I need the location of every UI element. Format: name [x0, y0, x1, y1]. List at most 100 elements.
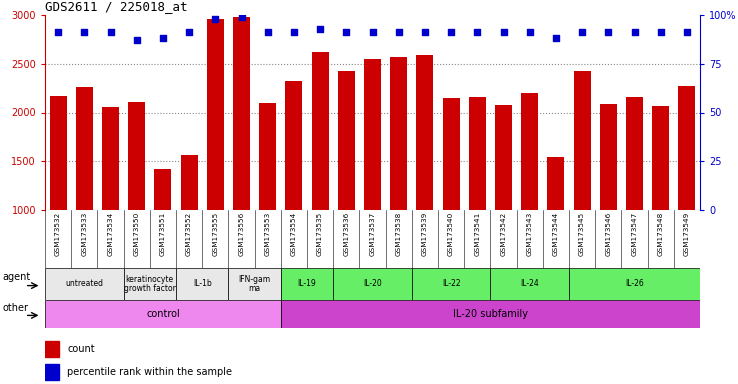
Bar	[495, 105, 512, 210]
Text: GSM173554: GSM173554	[291, 212, 297, 256]
Bar	[102, 107, 119, 210]
Bar	[678, 86, 695, 210]
Point	[524, 28, 536, 35]
Text: GSM173545: GSM173545	[579, 212, 585, 256]
Text: keratinocyte
growth factor: keratinocyte growth factor	[124, 275, 176, 293]
Text: percentile rank within the sample: percentile rank within the sample	[67, 367, 232, 377]
Text: GSM173547: GSM173547	[632, 212, 638, 256]
Point	[655, 28, 666, 35]
Text: GSM173533: GSM173533	[81, 212, 87, 256]
Text: GSM173544: GSM173544	[553, 212, 559, 256]
Text: GSM173535: GSM173535	[317, 212, 323, 256]
Bar	[228, 268, 280, 300]
Bar	[600, 104, 617, 210]
Point	[681, 28, 693, 35]
Bar	[390, 57, 407, 210]
Bar	[259, 103, 276, 210]
Text: other: other	[2, 303, 28, 313]
Point	[105, 28, 117, 35]
Text: GSM173540: GSM173540	[448, 212, 454, 256]
Text: GSM173543: GSM173543	[527, 212, 533, 256]
Point	[340, 28, 352, 35]
Bar	[338, 71, 355, 210]
Point	[52, 28, 64, 35]
Text: GSM173541: GSM173541	[475, 212, 480, 256]
Text: GDS2611 / 225018_at: GDS2611 / 225018_at	[45, 0, 187, 13]
Bar	[416, 55, 433, 210]
Point	[314, 26, 326, 32]
Text: GSM173550: GSM173550	[134, 212, 139, 256]
Text: GSM173538: GSM173538	[396, 212, 401, 256]
Text: IL-20: IL-20	[363, 280, 382, 288]
Point	[497, 28, 509, 35]
Bar	[548, 157, 565, 210]
Text: untreated: untreated	[65, 280, 103, 288]
Point	[78, 28, 90, 35]
Bar	[176, 268, 228, 300]
Text: GSM173532: GSM173532	[55, 212, 61, 256]
Text: IL-1b: IL-1b	[193, 280, 212, 288]
Text: IL-20 subfamily: IL-20 subfamily	[453, 309, 528, 319]
Bar	[280, 300, 700, 328]
Point	[419, 28, 431, 35]
Bar	[443, 98, 460, 210]
Bar	[569, 268, 700, 300]
Text: GSM173539: GSM173539	[422, 212, 428, 256]
Text: GSM173555: GSM173555	[213, 212, 218, 256]
Point	[445, 28, 457, 35]
Text: IFN-gam
ma: IFN-gam ma	[238, 275, 271, 293]
Bar	[154, 169, 171, 210]
Bar	[469, 97, 486, 210]
Bar	[45, 364, 58, 380]
Bar	[45, 300, 280, 328]
Bar	[333, 268, 412, 300]
Bar	[286, 81, 303, 210]
Point	[472, 28, 483, 35]
Text: GSM173542: GSM173542	[500, 212, 506, 256]
Bar	[49, 96, 66, 210]
Point	[183, 28, 195, 35]
Text: GSM173549: GSM173549	[684, 212, 690, 256]
Text: GSM173548: GSM173548	[658, 212, 663, 256]
Bar	[45, 268, 123, 300]
Text: GSM173553: GSM173553	[265, 212, 271, 256]
Point	[550, 35, 562, 41]
Bar	[207, 19, 224, 210]
Bar	[490, 268, 569, 300]
Point	[576, 28, 588, 35]
Text: IL-26: IL-26	[625, 280, 644, 288]
Point	[393, 28, 404, 35]
Point	[235, 14, 247, 20]
Bar	[233, 17, 250, 210]
Bar	[181, 156, 198, 210]
Bar	[626, 97, 643, 210]
Bar	[521, 93, 538, 210]
Point	[262, 28, 274, 35]
Text: IL-22: IL-22	[442, 280, 461, 288]
Bar	[573, 71, 590, 210]
Bar	[76, 87, 93, 210]
Text: GSM173551: GSM173551	[160, 212, 166, 256]
Bar	[652, 106, 669, 210]
Text: count: count	[67, 344, 94, 354]
Text: IL-24: IL-24	[520, 280, 539, 288]
Bar	[280, 268, 333, 300]
Point	[210, 16, 221, 22]
Text: GSM173556: GSM173556	[238, 212, 244, 256]
Bar	[128, 102, 145, 210]
Point	[131, 37, 142, 43]
Text: agent: agent	[2, 272, 30, 282]
Text: GSM173536: GSM173536	[343, 212, 349, 256]
Text: GSM173552: GSM173552	[186, 212, 192, 256]
Point	[629, 28, 641, 35]
Bar	[311, 52, 328, 210]
Point	[367, 28, 379, 35]
Text: IL-19: IL-19	[297, 280, 317, 288]
Bar	[364, 59, 381, 210]
Point	[288, 28, 300, 35]
Text: control: control	[146, 309, 180, 319]
Text: GSM173546: GSM173546	[605, 212, 611, 256]
Text: GSM173537: GSM173537	[370, 212, 376, 256]
Text: GSM173534: GSM173534	[108, 212, 114, 256]
Bar	[123, 268, 176, 300]
